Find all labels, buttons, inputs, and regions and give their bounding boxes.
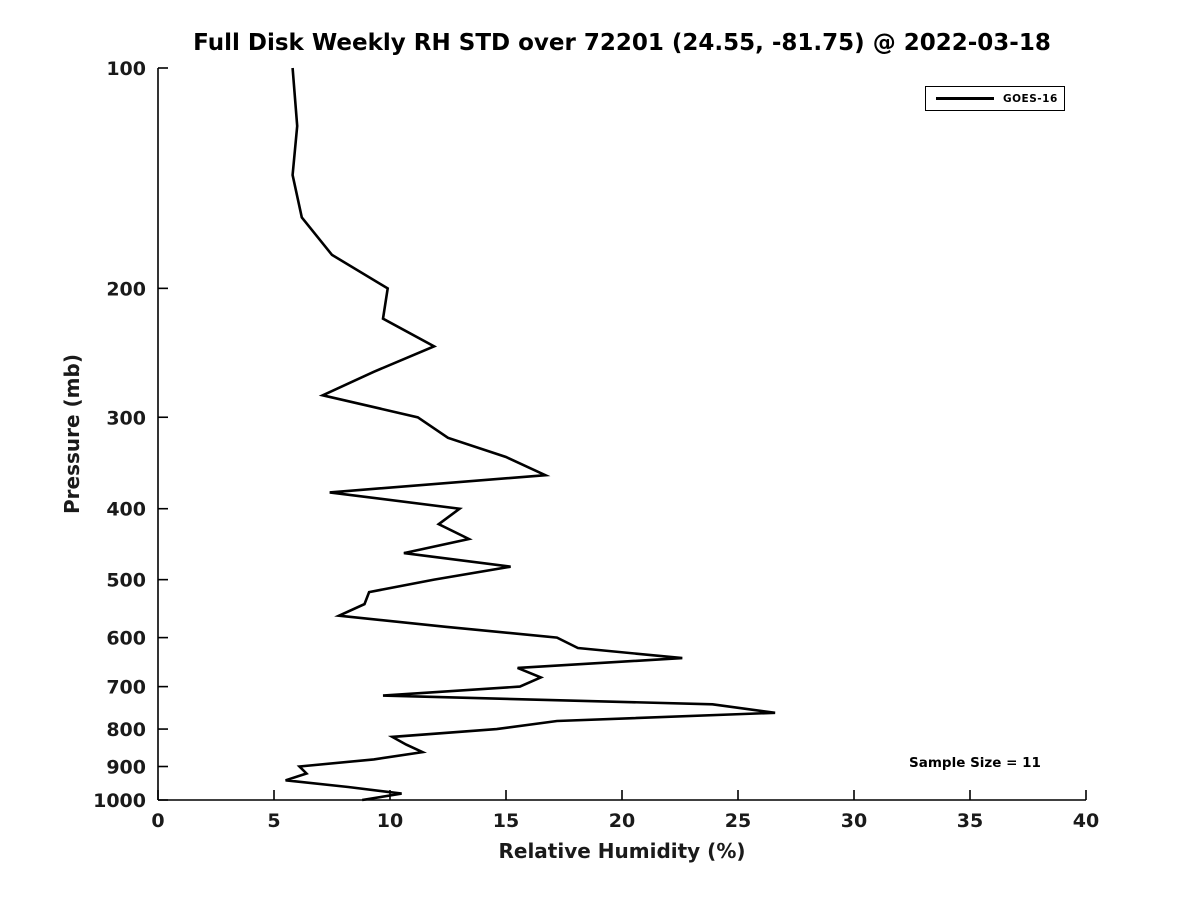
x-tick-label: 40 — [1073, 810, 1099, 832]
y-tick-label: 200 — [106, 278, 146, 300]
sample-size-annotation: Sample Size = 11 — [909, 755, 1041, 771]
y-tick-label: 400 — [106, 499, 146, 521]
y-tick-label: 600 — [106, 628, 146, 650]
y-axis-label: Pressure (mb) — [60, 354, 84, 514]
legend[interactable]: GOES-16 — [925, 86, 1065, 111]
x-tick-label: 5 — [267, 810, 280, 832]
series-line-goes-16 — [285, 67, 776, 802]
x-tick-label: 15 — [493, 810, 519, 832]
x-tick-label: 30 — [841, 810, 867, 832]
x-tick-label: 35 — [957, 810, 983, 832]
legend-label: GOES-16 — [1003, 92, 1058, 105]
y-tick-label: 1000 — [93, 790, 146, 812]
y-tick-label: 300 — [106, 407, 146, 429]
y-tick-label: 500 — [106, 570, 146, 592]
y-tick-label: 700 — [106, 677, 146, 699]
y-tick-label: 800 — [106, 719, 146, 741]
x-tick-label: 0 — [151, 810, 164, 832]
y-tick-label: 900 — [106, 757, 146, 779]
x-tick-label: 25 — [725, 810, 751, 832]
x-tick-label: 20 — [609, 810, 635, 832]
y-tick-label: 100 — [106, 58, 146, 80]
chart-title: Full Disk Weekly RH STD over 72201 (24.5… — [193, 30, 1051, 56]
legend-line-icon — [936, 97, 994, 100]
x-tick-label: 10 — [377, 810, 403, 832]
x-axis-label: Relative Humidity (%) — [498, 839, 746, 863]
